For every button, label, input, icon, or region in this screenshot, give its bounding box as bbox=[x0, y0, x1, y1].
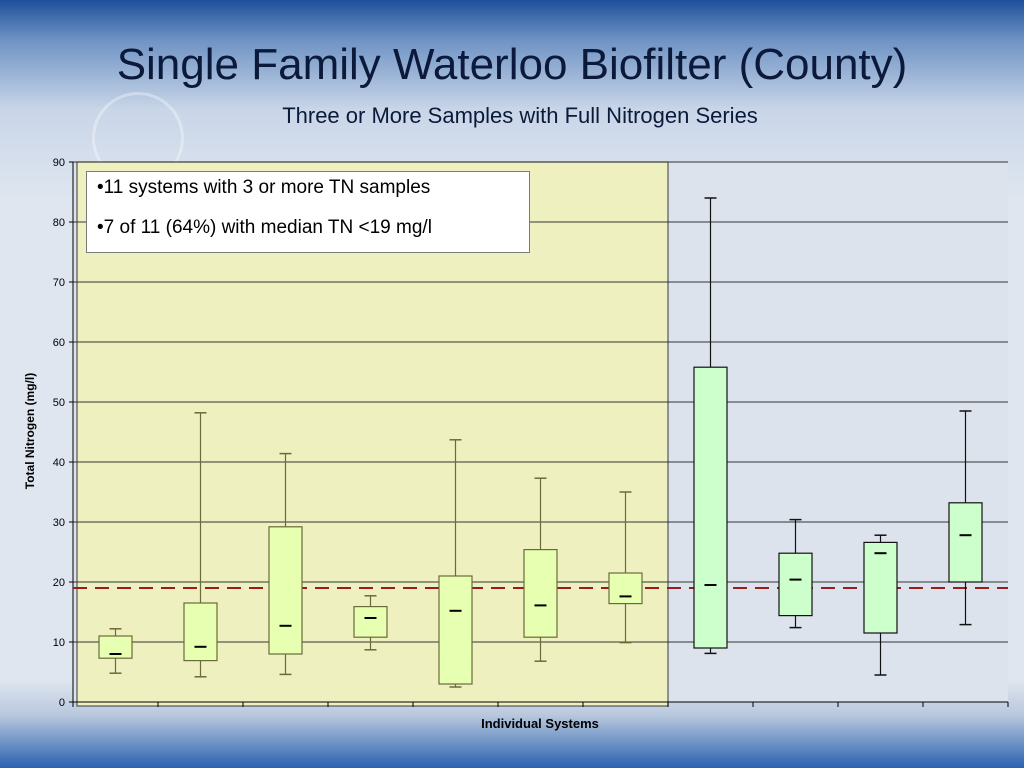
y-tick-label: 20 bbox=[53, 577, 65, 589]
iqr-box bbox=[863, 541, 898, 634]
summary-callout: •11 systems with 3 or more TN samples •7… bbox=[86, 171, 530, 253]
callout-line-2: •7 of 11 (64%) with median TN <19 mg/l bbox=[97, 217, 432, 238]
y-tick-label: 0 bbox=[59, 697, 65, 709]
y-axis-label: Total Nitrogen (mg/l) bbox=[23, 372, 37, 490]
y-tick-label: 90 bbox=[53, 157, 65, 169]
y-tick-label: 10 bbox=[53, 637, 65, 649]
y-tick-label: 60 bbox=[53, 337, 65, 349]
y-tick-label: 70 bbox=[53, 277, 65, 289]
iqr-box bbox=[353, 605, 388, 638]
iqr-box bbox=[778, 552, 813, 617]
iqr-box bbox=[948, 502, 983, 583]
x-axis-label: Individual Systems bbox=[481, 716, 599, 731]
callout-line-1: •11 systems with 3 or more TN samples bbox=[97, 177, 431, 198]
slide-title: Single Family Waterloo Biofilter (County… bbox=[116, 40, 908, 89]
iqr-box bbox=[438, 575, 473, 685]
y-tick-label: 40 bbox=[53, 457, 65, 469]
y-tick-label: 50 bbox=[53, 397, 65, 409]
iqr-box bbox=[98, 635, 133, 659]
iqr-box bbox=[523, 548, 558, 638]
y-tick-label: 80 bbox=[53, 217, 65, 229]
iqr-box bbox=[268, 526, 303, 655]
y-tick-label: 30 bbox=[53, 517, 65, 529]
iqr-box bbox=[693, 366, 728, 649]
iqr-box bbox=[608, 572, 643, 605]
iqr-box bbox=[183, 602, 218, 662]
slide-subtitle: Three or More Samples with Full Nitrogen… bbox=[282, 103, 758, 128]
